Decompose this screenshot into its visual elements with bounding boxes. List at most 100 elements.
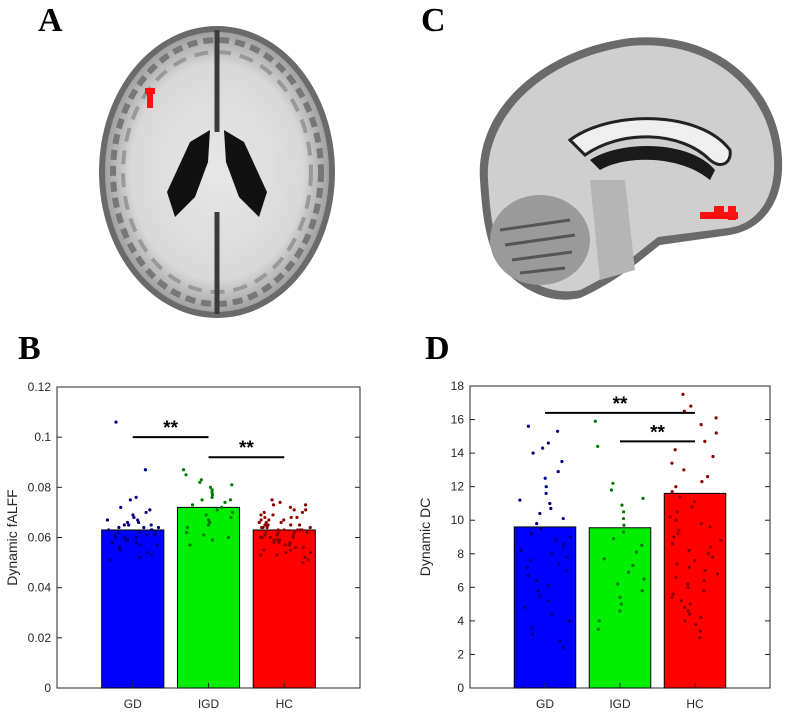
chart-d-ytick-label: 4 [457, 614, 464, 628]
chart-d-point-gd [526, 424, 531, 428]
chart-d-point-igd [621, 530, 626, 534]
chart-b-point-hc [291, 533, 295, 537]
chart-d-point-hc [674, 485, 678, 489]
chart-b-point-hc [305, 530, 309, 535]
chart-b-point-gd [149, 523, 153, 527]
chart-b-point-gd [156, 525, 161, 530]
chart-d-point-igd [620, 503, 624, 507]
chart-b-point-gd [149, 528, 153, 532]
chart-b-point-gd [136, 518, 140, 522]
chart-d-point-igd [616, 582, 620, 586]
chart-b-point-igd [188, 543, 192, 547]
chart-d-point-hc [670, 595, 674, 599]
chart-b-bar-igd [176, 506, 241, 689]
chart-d-point-gd [526, 573, 530, 578]
chart-b-point-hc [266, 523, 270, 527]
chart-b-point-igd [198, 480, 202, 484]
chart-d-point-hc [714, 431, 718, 435]
chart-b-ytick-label: 0 [44, 681, 51, 695]
chart-d-point-gd [557, 562, 561, 566]
chart-d-point-gd [548, 501, 552, 506]
chart-b-point-gd [118, 548, 122, 552]
chart-d-point-hc [692, 500, 697, 504]
chart-b-point-igd [215, 508, 219, 512]
chart-d-point-gd [568, 535, 573, 539]
chart-b-ytick-label: 0.08 [28, 480, 52, 494]
chart-b-point-hc [264, 530, 268, 535]
chart-d-point-hc [678, 495, 682, 499]
chart-b-plot: 0 0.02 0.04 0.06 0.08 0.1 0.12 GD IGD HC ** ** Dynam… [4, 380, 361, 711]
chart-d-point-hc [719, 538, 723, 542]
chart-d-point-hc [711, 555, 715, 559]
chart-d-point-igd [640, 543, 644, 547]
chart-d-point-gd [549, 506, 553, 511]
chart-b-point-hc [262, 548, 266, 552]
chart-b-point-hc [278, 500, 282, 504]
chart-d-plot: 0 2 4 6 8 10 12 14 16 18 GD IGD HC ** ** Dynamic DC [417, 379, 771, 711]
chart-b-point-gd [145, 533, 149, 537]
chart-b-point-gd [114, 535, 118, 540]
chart-d-point-hc [686, 609, 690, 613]
chart-d-point-hc [670, 490, 674, 494]
chart-d-point-hc [688, 612, 692, 616]
panel-label-b: B [18, 330, 41, 367]
chart-d-point-hc [706, 475, 710, 479]
chart-b-point-gd [119, 505, 123, 509]
chart-b-point-gd [108, 558, 113, 562]
chart-d-point-hc [698, 636, 702, 640]
chart-d-ylabel: Dynamic DC [417, 498, 433, 577]
chart-b-point-igd [204, 513, 208, 517]
chart-d-point-gd [536, 589, 540, 593]
chart-b-point-hc [295, 515, 299, 520]
chart-d-point-igd [622, 523, 626, 527]
chart-b-point-hc [260, 525, 264, 530]
chart-b-point-igd [200, 498, 204, 502]
chart-d-point-gd [529, 532, 533, 536]
chart-d-point-hc [675, 510, 679, 514]
chart-b-point-gd [131, 513, 135, 517]
chart-b-point-gd [144, 510, 148, 515]
chart-b-point-hc [308, 550, 313, 555]
panel-label-a: A [38, 2, 63, 39]
chart-d-point-hc [702, 579, 706, 583]
chart-d-ytick-label: 12 [451, 480, 465, 494]
chart-b-significance-label: ** [163, 418, 178, 439]
chart-d-point-hc [688, 602, 692, 606]
chart-d-point-igd [642, 577, 646, 581]
chart-b-point-igd [231, 510, 235, 515]
chart-d-point-hc [690, 505, 694, 509]
chart-d-bar-igd [588, 527, 652, 689]
chart-b-point-gd [137, 530, 142, 535]
chart-b-point-gd [143, 468, 148, 472]
chart-d-point-hc [672, 535, 676, 539]
chart-d-point-gd [535, 579, 539, 583]
chart-d-point-gd [518, 498, 522, 502]
chart-d-point-gd [550, 552, 554, 556]
chart-d-point-gd [554, 538, 558, 542]
axial-brain-image [99, 26, 335, 318]
chart-d-ytick-label: 10 [451, 513, 465, 527]
chart-b-point-hc [277, 538, 282, 542]
chart-b-point-gd [154, 530, 158, 535]
chart-d-point-hc [709, 545, 713, 549]
chart-d-point-hc [671, 542, 675, 546]
chart-b-point-hc [259, 513, 263, 517]
chart-b-point-hc [272, 538, 276, 542]
chart-b-point-gd [125, 520, 130, 525]
chart-b-point-hc [270, 498, 274, 502]
chart-d-point-hc [699, 422, 703, 427]
chart-b-point-hc [277, 540, 281, 545]
chart-b-point-hc [263, 533, 267, 537]
sagittal-brain-image [479, 37, 783, 300]
chart-d-point-gd [530, 632, 535, 636]
chart-b-point-gd [149, 553, 154, 557]
chart-d-point-igd [611, 481, 615, 485]
chart-d-point-gd [543, 476, 547, 480]
chart-d-point-gd [519, 548, 523, 553]
chart-d-point-hc [708, 525, 712, 529]
chart-d-bar-hc [663, 492, 727, 689]
chart-d-point-hc [670, 461, 674, 465]
chart-b-point-gd [152, 533, 157, 537]
chart-d-point-igd [602, 557, 606, 561]
chart-b-point-hc [297, 523, 302, 527]
